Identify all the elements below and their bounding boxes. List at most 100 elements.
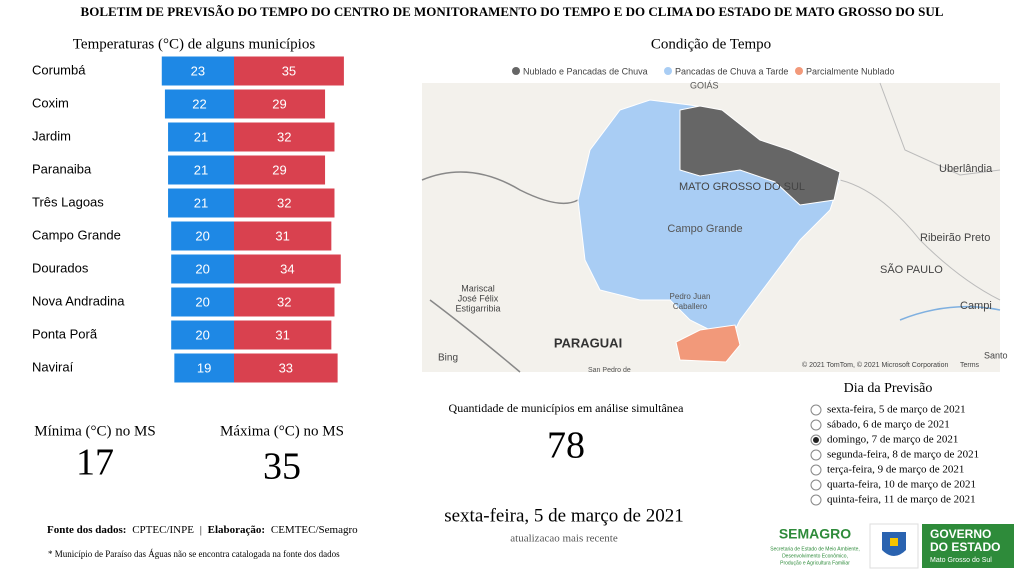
bar: [234, 56, 344, 86]
radio-label[interactable]: domingo, 7 de março de 2021: [827, 434, 958, 446]
radio-label[interactable]: sábado, 6 de março de 2021: [827, 419, 950, 431]
legend-label: Parcialmente Nublado: [806, 66, 895, 76]
map-label: Mariscal: [461, 283, 495, 293]
radio-button[interactable]: [810, 479, 822, 491]
category-label: Naviraí: [32, 359, 74, 374]
elab: CEMTEC/Semagro: [271, 524, 358, 536]
logo-text: SEMAGRO: [779, 526, 851, 542]
value-label: 35: [282, 63, 296, 78]
logo-text: Produção e Agricultura Familiar: [780, 560, 850, 566]
value-label: 21: [194, 129, 208, 144]
logo-text: Mato Grosso do Sul: [930, 557, 992, 564]
bar: [171, 254, 234, 284]
map-bing: Bing: [438, 353, 458, 364]
bar: [171, 320, 234, 350]
radio-button[interactable]: [810, 494, 822, 506]
map-label: Pedro Juan: [670, 292, 711, 301]
border: [879, 82, 1001, 176]
logo-box: [922, 524, 1014, 568]
radio-label[interactable]: quinta-feira, 11 de março de 2021: [827, 494, 976, 506]
value-label: 31: [275, 228, 289, 243]
map-legend: Nublado e Pancadas de Chuva Pancadas de C…: [512, 66, 895, 76]
max-label: Máxima (°C) no MS: [220, 423, 344, 439]
legend-swatch: [795, 67, 803, 75]
map-label: Ribeirão Preto: [920, 232, 990, 244]
coat-of-arms: [890, 538, 898, 546]
footer-source: Fonte dos dados: CPTEC/INPE | Elaboração…: [47, 524, 358, 536]
value-label: 21: [194, 162, 208, 177]
source: CPTEC/INPE: [132, 524, 194, 536]
map-label: PARAGUAI: [554, 335, 622, 350]
bar: [164, 89, 234, 119]
border: [429, 299, 521, 373]
legend-swatch: [512, 67, 520, 75]
day-selector-title: Dia da Previsão: [844, 381, 933, 396]
map-label: GOIÁS: [690, 80, 719, 90]
bar: [168, 155, 234, 185]
map-label: SÃO PAULO: [880, 263, 943, 276]
value-label: 29: [272, 162, 286, 177]
value-label: 31: [275, 327, 289, 342]
min-label: Mínima (°C) no MS: [34, 423, 155, 439]
map-label: Uberlândia: [939, 163, 993, 175]
radio-button[interactable]: [810, 464, 822, 476]
legend-label: Nublado e Pancadas de Chuva: [523, 66, 648, 76]
separator: |: [200, 524, 202, 536]
value-label: 20: [195, 327, 209, 342]
bar: [234, 320, 332, 350]
map-terms[interactable]: Terms: [960, 362, 980, 369]
value-label: 32: [277, 294, 291, 309]
map-label: Estigarribia: [455, 303, 500, 313]
category-label: Campo Grande: [32, 227, 121, 242]
cloudy-region: [679, 105, 841, 206]
value-label: 21: [194, 195, 208, 210]
chart-title: Temperaturas (°C) de alguns municípios: [73, 36, 316, 52]
footer-note: * Município de Paraíso das Águas não se …: [48, 549, 340, 559]
radio-label[interactable]: sexta-feira, 5 de março de 2021: [827, 404, 966, 416]
category-label: Dourados: [32, 260, 89, 275]
bar: [161, 56, 234, 86]
min-value: 17: [76, 442, 114, 484]
value-label: 23: [191, 63, 205, 78]
border: [421, 171, 579, 205]
bar: [234, 155, 326, 185]
bar: [234, 254, 341, 284]
radio-button[interactable]: [810, 419, 822, 431]
map-label: Campi: [960, 300, 992, 312]
semagro-logo: SEMAGRO Secretaria de Estado de Meio Amb…: [770, 526, 860, 567]
map-copyright: © 2021 TomTom, © 2021 Microsoft Corporat…: [802, 361, 948, 369]
map-label: José Félix: [458, 293, 499, 303]
map-label: MATO GROSSO DO SUL: [679, 181, 805, 193]
radio-button[interactable]: [810, 404, 822, 416]
value-label: 20: [195, 228, 209, 243]
category-label: Corumbá: [32, 62, 86, 77]
bar: [171, 287, 234, 317]
date-note: atualizacao mais recente: [510, 533, 618, 545]
value-label: 19: [197, 360, 211, 375]
logo-text: Desenvolvimento Econômico,: [782, 553, 848, 559]
radio-button[interactable]: [810, 449, 822, 461]
date: sexta-feira, 5 de março de 2021: [444, 505, 684, 526]
logo-text: Secretaria de Estado de Meio Ambiente,: [770, 546, 860, 552]
bar: [171, 221, 234, 251]
value-label: 22: [192, 96, 206, 111]
bar: [234, 221, 332, 251]
legend-swatch: [664, 67, 672, 75]
value-label: 32: [277, 129, 291, 144]
category-label: Três Lagoas: [32, 194, 104, 209]
radio-label[interactable]: quarta-feira, 10 de março de 2021: [827, 479, 976, 491]
partly-cloudy-region: [675, 324, 741, 363]
radio-label[interactable]: terça-feira, 9 de março de 2021: [827, 464, 964, 476]
radio-label[interactable]: segunda-feira, 8 de março de 2021: [827, 449, 979, 461]
category-label: Ponta Porã: [32, 326, 98, 341]
map-title: Condição de Tempo: [651, 36, 771, 52]
category-label: Coxim: [32, 95, 69, 110]
value-label: 20: [195, 261, 209, 276]
category-label: Nova Andradina: [32, 293, 125, 308]
category-label: Paranaiba: [32, 161, 92, 176]
bar: [234, 353, 338, 383]
bar: [234, 89, 326, 119]
map-label: Santo: [984, 350, 1008, 360]
logo-text: GOVERNO: [930, 527, 991, 541]
